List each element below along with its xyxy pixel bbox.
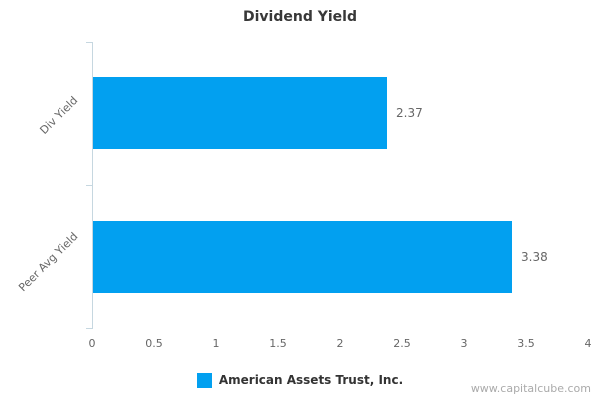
x-tick-label: 0.5 bbox=[145, 337, 163, 350]
legend-label: American Assets Trust, Inc. bbox=[218, 373, 404, 387]
legend: American Assets Trust, Inc. bbox=[0, 371, 600, 389]
x-tick-label: 4 bbox=[584, 337, 592, 350]
x-tick-label: 2 bbox=[336, 337, 344, 350]
y-axis-tick bbox=[86, 185, 92, 186]
watermark: www.capitalcube.com bbox=[470, 382, 591, 395]
chart-title: Dividend Yield bbox=[243, 9, 357, 25]
x-tick-label: 3.5 bbox=[517, 337, 535, 350]
bar-value-label: 3.38 bbox=[521, 250, 548, 264]
bar-row: 3.38 bbox=[0, 221, 600, 293]
bar-value-label: 2.37 bbox=[396, 106, 423, 120]
x-tick-label: 1 bbox=[212, 337, 220, 350]
bar bbox=[93, 221, 512, 293]
x-tick-label: 0 bbox=[88, 337, 96, 350]
x-tick-label: 2.5 bbox=[393, 337, 411, 350]
legend-swatch-icon bbox=[196, 372, 212, 388]
bar bbox=[93, 77, 387, 149]
y-axis-tick bbox=[86, 42, 92, 43]
x-axis-labels: 0 0.5 1 1.5 2 2.5 3 3.5 4 bbox=[0, 337, 600, 353]
y-axis-line bbox=[92, 42, 93, 329]
x-tick-label: 3 bbox=[460, 337, 468, 350]
bar-row: 2.37 bbox=[0, 77, 600, 149]
x-tick-label: 1.5 bbox=[269, 337, 287, 350]
y-axis-tick bbox=[86, 328, 92, 329]
